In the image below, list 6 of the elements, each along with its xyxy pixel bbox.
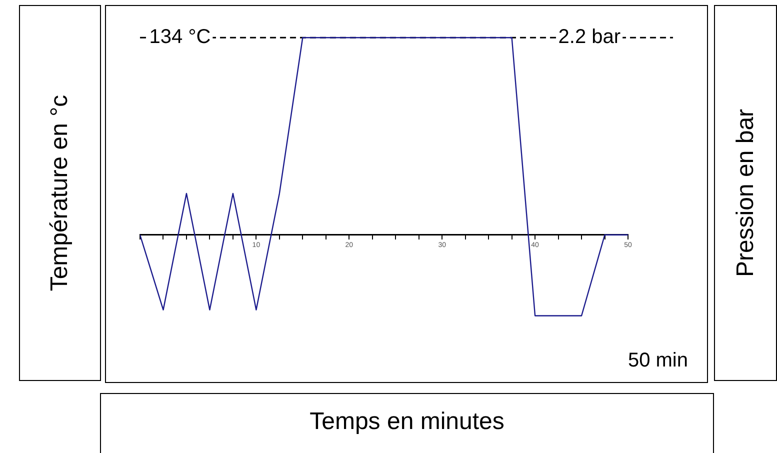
y2-axis-title: Pression en bar: [732, 108, 760, 278]
annotation: 2.2 bar: [558, 26, 621, 48]
text: 50 min: [628, 350, 688, 372]
annotation: 134 °C: [149, 26, 211, 48]
x-axis-title: Temps en minutes: [308, 408, 506, 436]
y-axis-title: Température en °c: [46, 94, 74, 292]
